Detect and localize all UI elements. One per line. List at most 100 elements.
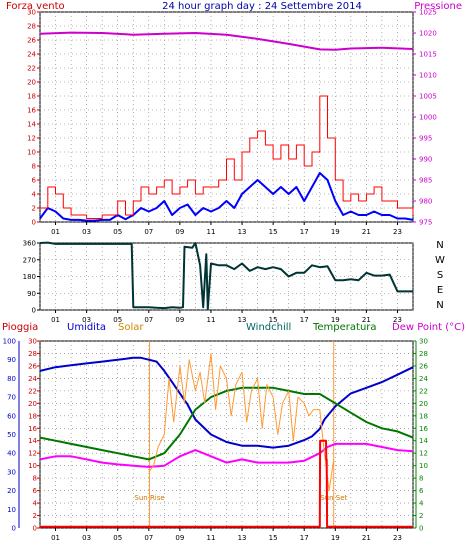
header-temperature: Temperatura	[312, 322, 377, 333]
climate-x-label-13: 13	[238, 534, 247, 542]
pressure-axis: 975 980 985 990 995 1000 1005 1010 1015 1020 1025	[413, 9, 437, 227]
rain-y-label-20: 20	[28, 400, 37, 408]
rain-y-label-16: 16	[28, 425, 37, 433]
wind-direction-series	[39, 241, 413, 311]
temp-y-label-4: 4	[419, 500, 424, 508]
climate-x-label-15: 15	[269, 534, 278, 542]
series-wind-direction	[39, 241, 413, 311]
header-rain: Pioggia	[2, 322, 38, 333]
climate-x-label-17: 17	[300, 534, 309, 542]
pressure-y-label-980: 980	[419, 198, 432, 206]
dir-y-label-360: 360	[23, 240, 36, 248]
pressure-y-label-975: 975	[419, 219, 432, 227]
temp-y-label-0: 0	[419, 525, 423, 533]
pressure-y-label-1010: 1010	[419, 72, 437, 80]
temp-y-label-24: 24	[419, 375, 428, 383]
wind-y-label-22: 22	[27, 65, 36, 73]
wind-y-label-6: 6	[32, 177, 37, 185]
wind-y-label-12: 12	[27, 135, 36, 143]
dir-x-label-15: 15	[269, 316, 278, 324]
wind-y-label-10: 10	[27, 149, 36, 157]
rain-y-label-24: 24	[28, 375, 37, 383]
dir-y-label-0: 0	[32, 307, 36, 315]
temp-y-label-8: 8	[419, 475, 423, 483]
temp-y-label-14: 14	[419, 437, 428, 445]
hum-y-label-0: 0	[12, 525, 16, 533]
pressure-y-label-995: 995	[419, 135, 432, 143]
sun-label-1: Sun Set	[320, 494, 347, 502]
compass-1: W	[435, 255, 445, 266]
dir-x-label-11: 11	[206, 316, 215, 324]
wind-x-label-03: 03	[82, 228, 91, 236]
dir-x-label-21: 21	[362, 316, 371, 324]
hum-y-label-80: 80	[7, 375, 16, 383]
header-humidity: Umidita	[67, 322, 106, 333]
climate-x-label-23: 23	[393, 534, 402, 542]
wind-x-label-17: 17	[300, 228, 309, 236]
wind-direction-axis: 0 90 180 270 360	[23, 240, 40, 315]
temp-y-label-22: 22	[419, 387, 428, 395]
climate-x-label-01: 01	[51, 534, 60, 542]
rain-y-label-28: 28	[28, 350, 37, 358]
hum-y-label-50: 50	[7, 431, 16, 439]
temp-y-label-26: 26	[419, 362, 428, 370]
wind-pressure-x-axis: 01 03 05 07 09 11 13 15 17 19 21 23	[51, 222, 402, 236]
dir-x-label-07: 07	[144, 316, 153, 324]
climate-x-label-05: 05	[113, 534, 122, 542]
pressure-y-label-1025: 1025	[419, 9, 437, 17]
sun-label-0: Sun Rise	[134, 494, 164, 502]
hum-y-label-100: 100	[3, 338, 16, 346]
hum-y-label-30: 30	[7, 468, 16, 476]
humidity-axis: 0 10 20 30 40 50 60 70 80 90 100	[3, 338, 20, 533]
wind-y-label-14: 14	[27, 121, 36, 129]
header-dewpoint: Dew Point (°C)	[392, 322, 465, 333]
dir-y-label-270: 270	[23, 256, 36, 264]
wind-y-label-24: 24	[27, 51, 36, 59]
climate-x-label-07: 07	[144, 534, 153, 542]
climate-x-label-09: 09	[175, 534, 184, 542]
wind-y-label-20: 20	[27, 79, 36, 87]
wind-pressure-series	[39, 31, 414, 222]
pressure-y-label-985: 985	[419, 177, 432, 185]
climate-series	[39, 353, 414, 528]
compass-2: S	[437, 270, 443, 281]
wind-x-label-23: 23	[393, 228, 402, 236]
series-rain	[40, 439, 413, 528]
wind-y-label-30: 30	[27, 9, 36, 17]
pressure-y-label-1000: 1000	[419, 114, 437, 122]
pressure-y-label-1015: 1015	[419, 51, 437, 59]
wind-x-label-11: 11	[206, 228, 215, 236]
series-gust	[40, 95, 414, 219]
rain-y-label-18: 18	[28, 412, 37, 420]
rain-y-label-12: 12	[28, 450, 37, 458]
climate-x-label-03: 03	[82, 534, 91, 542]
series-temperature	[39, 386, 414, 461]
temp-y-label-28: 28	[419, 350, 428, 358]
wind-y-label-4: 4	[32, 191, 37, 199]
chart-title: 24 hour graph day : 24 Settembre 2014	[162, 1, 362, 12]
climate-x-axis: 01 03 05 07 09 11 13 15 17 19 21 23	[51, 528, 402, 542]
wind-y-label-18: 18	[27, 93, 36, 101]
wind-x-label-07: 07	[144, 228, 153, 236]
hum-y-label-40: 40	[7, 450, 16, 458]
wind-y-label-26: 26	[27, 37, 36, 45]
climate-frame	[39, 340, 414, 529]
dir-x-label-09: 09	[175, 316, 184, 324]
wind-x-label-05: 05	[113, 228, 122, 236]
temp-y-label-2: 2	[419, 512, 423, 520]
series-pressure	[39, 31, 414, 51]
dir-y-label-90: 90	[27, 290, 36, 298]
rain-y-label-30: 30	[28, 338, 37, 346]
rain-y-label-8: 8	[33, 475, 37, 483]
temp-y-label-16: 16	[419, 425, 428, 433]
dir-x-label-13: 13	[238, 316, 247, 324]
pressure-y-label-1005: 1005	[419, 93, 437, 101]
wind-x-label-15: 15	[269, 228, 278, 236]
series-wind	[39, 172, 414, 222]
dir-x-label-17: 17	[300, 316, 309, 324]
